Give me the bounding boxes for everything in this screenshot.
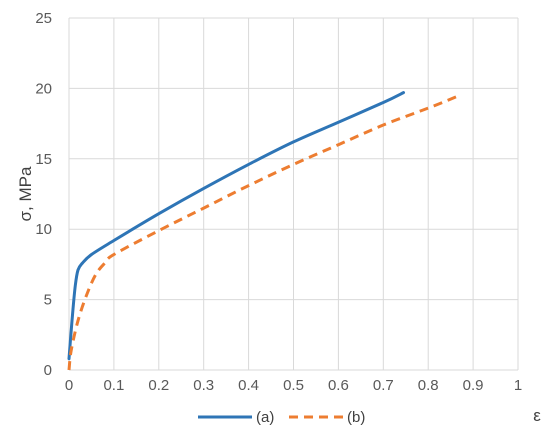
x-tick-label: 0.6: [328, 377, 349, 394]
x-tick-label: 0.1: [103, 377, 124, 394]
series-line-a: [67, 91, 405, 361]
y-tick-label: 0: [44, 362, 52, 379]
x-tick-label: 0.9: [463, 377, 484, 394]
x-tick-label: 1: [514, 377, 522, 394]
legend: (a) (b): [198, 409, 365, 426]
grid-lines: [68, 17, 519, 371]
series-line-b: [67, 94, 461, 371]
y-tick-labels: 0 5 10 15 20 25: [35, 10, 52, 379]
y-tick-label: 20: [35, 80, 52, 97]
x-tick-labels: 0 0.1 0.2 0.3 0.4 0.5 0.6 0.7 0.8 0.9 1: [65, 377, 522, 394]
y-axis-title: σ, MPa: [16, 166, 35, 221]
y-tick-label: 5: [44, 292, 52, 309]
x-tick-label: 0.2: [148, 377, 169, 394]
x-tick-label: 0.5: [283, 377, 304, 394]
x-tick-label: 0.4: [238, 377, 259, 394]
x-tick-label: 0.7: [373, 377, 394, 394]
x-axis-title: ε: [533, 406, 541, 425]
y-tick-label: 15: [35, 151, 52, 168]
x-tick-label: 0.8: [418, 377, 439, 394]
series-lines: [67, 91, 461, 371]
y-tick-label: 10: [35, 221, 52, 238]
y-tick-label: 25: [35, 10, 52, 27]
legend-label-a: (a): [256, 409, 274, 426]
x-tick-label: 0: [65, 377, 73, 394]
x-tick-label: 0.3: [193, 377, 214, 394]
legend-label-b: (b): [347, 409, 365, 426]
